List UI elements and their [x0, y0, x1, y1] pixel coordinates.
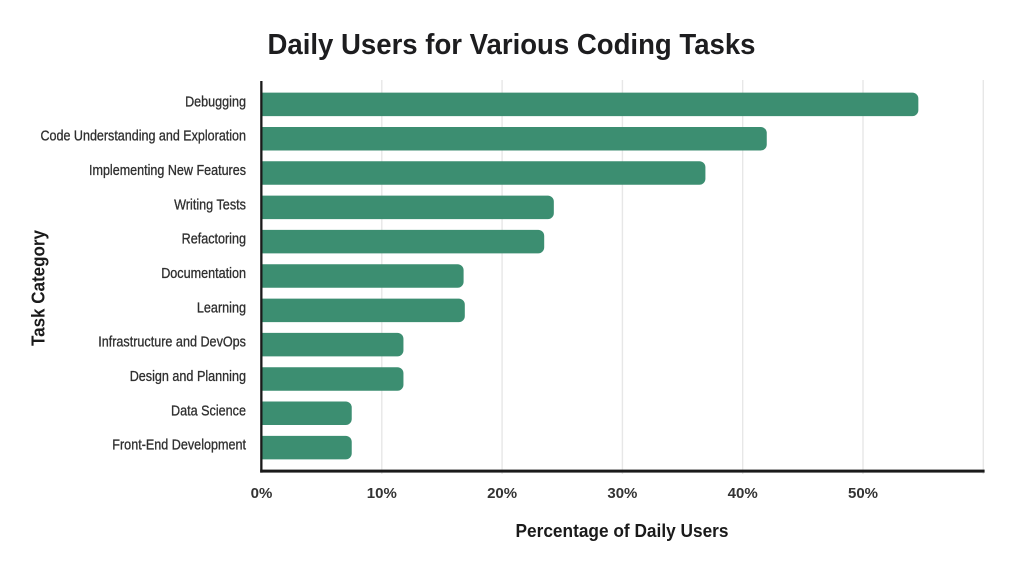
svg-text:Learning: Learning: [197, 300, 246, 316]
svg-text:0%: 0%: [251, 485, 273, 502]
svg-text:Design and Planning: Design and Planning: [130, 369, 246, 385]
svg-text:Writing Tests: Writing Tests: [174, 197, 246, 213]
svg-text:50%: 50%: [848, 485, 878, 502]
svg-text:Documentation: Documentation: [161, 266, 246, 282]
svg-text:Data Science: Data Science: [171, 403, 246, 419]
svg-text:30%: 30%: [607, 485, 637, 502]
svg-text:Infrastructure and DevOps: Infrastructure and DevOps: [98, 335, 246, 351]
svg-text:Front-End Development: Front-End Development: [112, 438, 246, 454]
svg-text:Implementing New Features: Implementing New Features: [89, 163, 246, 179]
svg-text:Task Category: Task Category: [29, 230, 49, 346]
svg-text:Daily Users for Various Coding: Daily Users for Various Coding Tasks: [268, 29, 756, 61]
svg-text:Refactoring: Refactoring: [182, 232, 246, 248]
svg-text:Debugging: Debugging: [185, 94, 246, 110]
svg-text:10%: 10%: [367, 485, 397, 502]
svg-text:20%: 20%: [487, 485, 517, 502]
svg-text:Percentage of Daily Users: Percentage of Daily Users: [516, 521, 729, 541]
svg-text:40%: 40%: [728, 485, 758, 502]
svg-text:Code Understanding and Explora: Code Understanding and Exploration: [41, 129, 247, 145]
